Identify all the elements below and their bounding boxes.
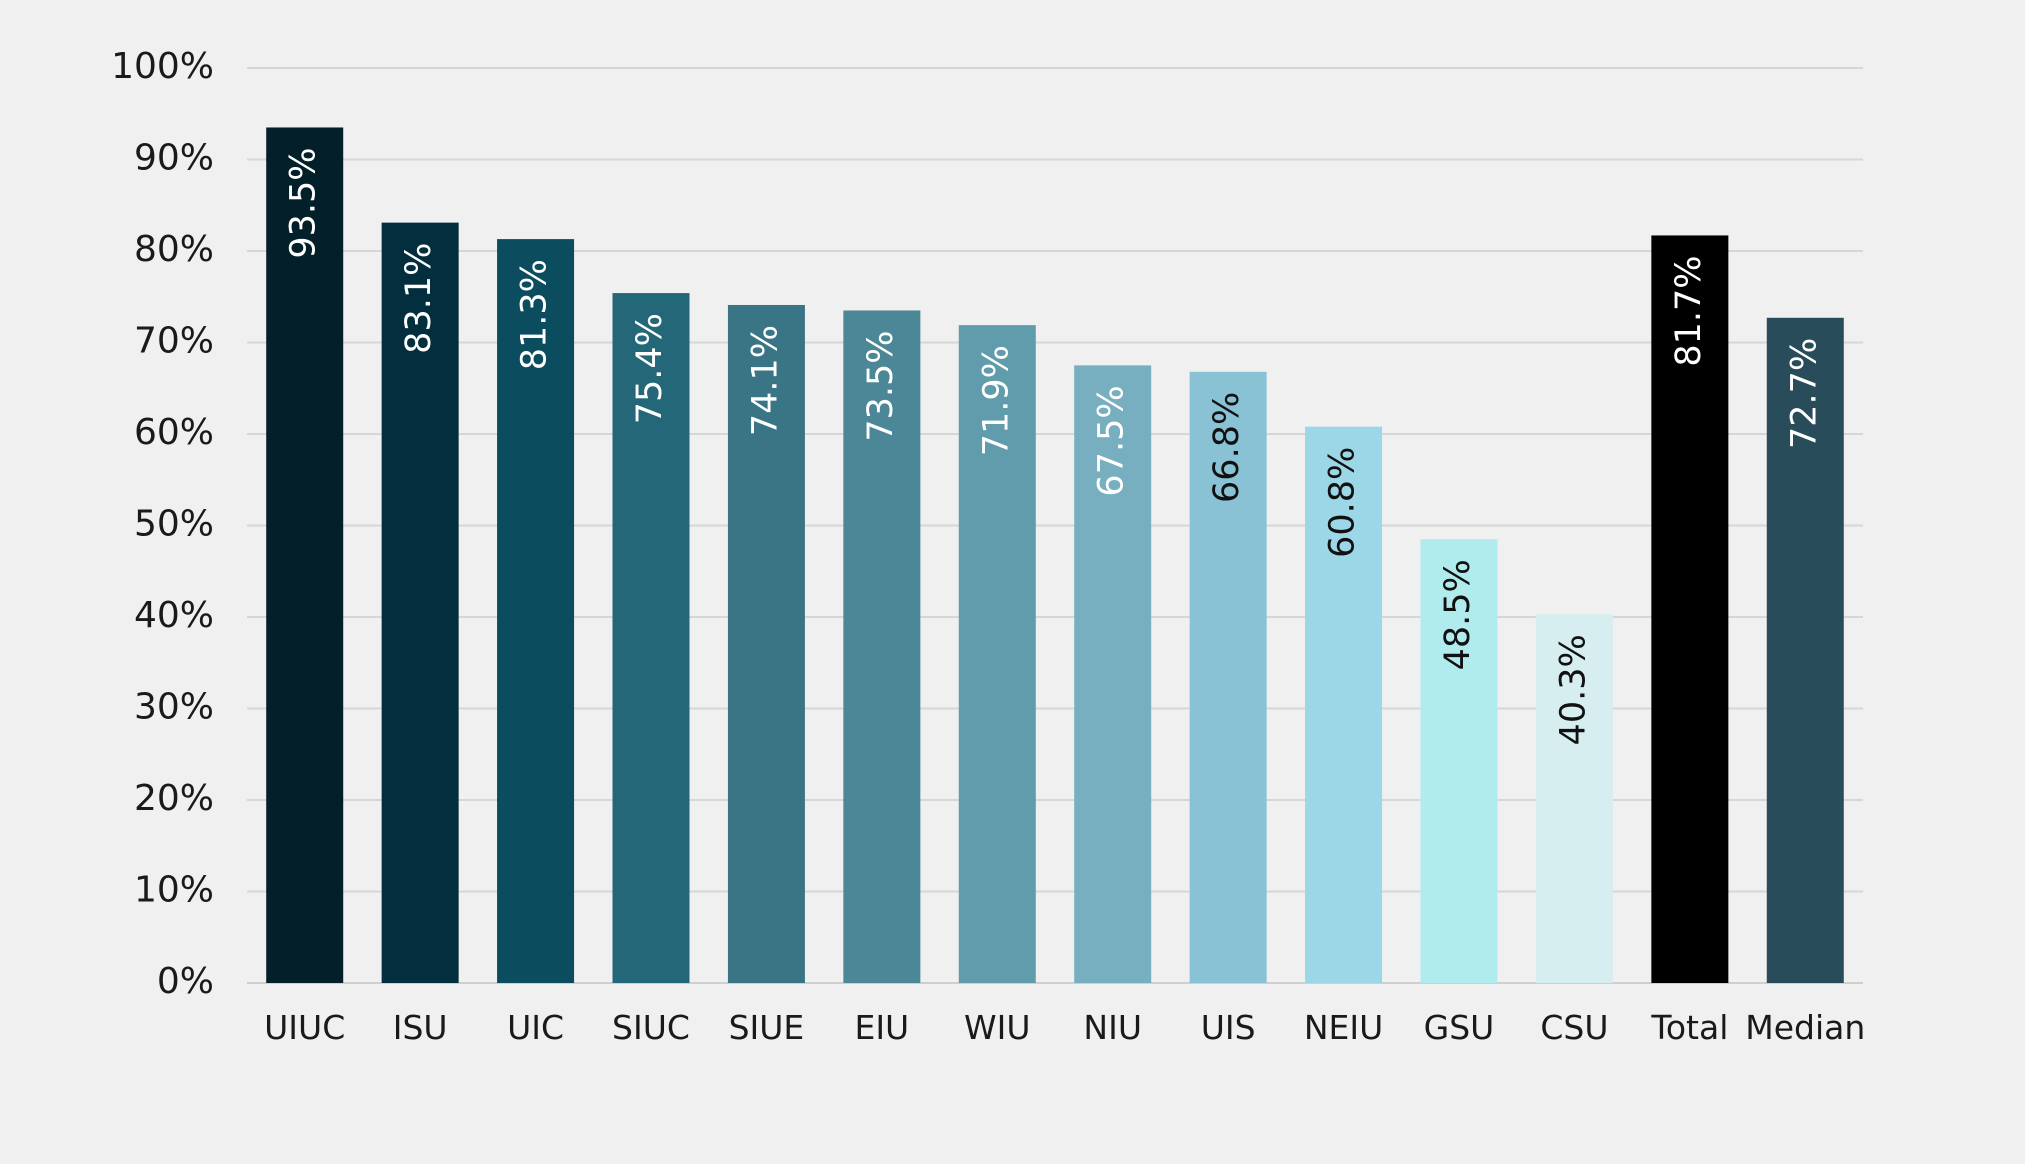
- x-tick-label: GSU: [1424, 1008, 1495, 1047]
- x-tick-label: UIS: [1201, 1008, 1256, 1047]
- x-tick-label: UIC: [507, 1008, 564, 1047]
- data-label-siue: 74.1%: [745, 325, 785, 436]
- x-tick-label: UIUC: [264, 1008, 345, 1047]
- x-tick-label: Median: [1745, 1008, 1865, 1047]
- bar-median: [1766, 317, 1844, 983]
- y-tick-label: 40%: [134, 595, 214, 636]
- y-tick-label: 70%: [134, 321, 214, 362]
- bar-isu: [381, 222, 459, 983]
- bar-wiu: [958, 325, 1036, 983]
- x-tick-label: NIU: [1083, 1008, 1142, 1047]
- y-tick-label: 50%: [134, 504, 214, 545]
- x-tick-label: EIU: [854, 1008, 909, 1047]
- data-label-uic: 81.3%: [515, 259, 555, 370]
- data-label-median: 72.7%: [1784, 338, 1824, 449]
- y-tick-label: 10%: [134, 870, 214, 911]
- bar-niu: [1074, 365, 1152, 983]
- x-tick-label: ISU: [393, 1008, 448, 1047]
- y-tick-label: 0%: [157, 961, 214, 1002]
- gridlines: [247, 67, 1863, 984]
- data-label-wiu: 71.9%: [976, 345, 1016, 456]
- bar-csu: [1535, 614, 1613, 983]
- bar-uis: [1189, 371, 1267, 983]
- y-axis-ticks: 0% 10% 20% 30% 40% 50% 60% 70% 80% 90% 100%: [111, 46, 214, 1002]
- bar-siue: [727, 304, 805, 983]
- y-tick-label: 90%: [134, 138, 214, 179]
- y-tick-label: 80%: [134, 229, 214, 270]
- bar-data-labels: 93.5% 83.1% 81.3% 75.4% 74.1% 73.5% 71.9% 67.5%…: [284, 147, 1825, 745]
- data-label-isu: 83.1%: [399, 243, 439, 354]
- data-label-niu: 67.5%: [1092, 385, 1132, 496]
- x-tick-label: SIUE: [729, 1008, 805, 1047]
- data-label-gsu: 48.5%: [1438, 559, 1478, 670]
- x-tick-label: WIU: [964, 1008, 1031, 1047]
- x-axis-ticks: UIUC ISU UIC SIUC SIUE EIU WIU NIU UIS NEIU GSU CSU…: [264, 1008, 1865, 1047]
- data-label-uiuc: 93.5%: [284, 147, 324, 258]
- x-tick-label: Total: [1650, 1008, 1728, 1047]
- y-tick-label: 30%: [134, 687, 214, 728]
- x-tick-label: SIUC: [612, 1008, 690, 1047]
- x-tick-label: CSU: [1540, 1008, 1608, 1047]
- y-tick-label: 20%: [134, 778, 214, 819]
- data-label-total: 81.7%: [1669, 255, 1709, 366]
- bar-total: [1651, 235, 1729, 983]
- data-label-eiu: 73.5%: [861, 330, 901, 441]
- data-label-csu: 40.3%: [1553, 634, 1593, 745]
- y-tick-label: 60%: [134, 412, 214, 453]
- bar-uic: [497, 239, 575, 984]
- data-label-neiu: 60.8%: [1323, 447, 1363, 558]
- bar-siuc: [612, 293, 690, 984]
- bar-uiuc: [266, 127, 344, 984]
- bar-neiu: [1305, 426, 1383, 983]
- data-label-siuc: 75.4%: [630, 313, 670, 424]
- bars: [266, 127, 1844, 984]
- bar-eiu: [843, 310, 921, 984]
- data-label-uis: 66.8%: [1207, 392, 1247, 503]
- bar-gsu: [1420, 539, 1498, 983]
- y-tick-label: 100%: [111, 46, 214, 87]
- x-tick-label: NEIU: [1304, 1008, 1383, 1047]
